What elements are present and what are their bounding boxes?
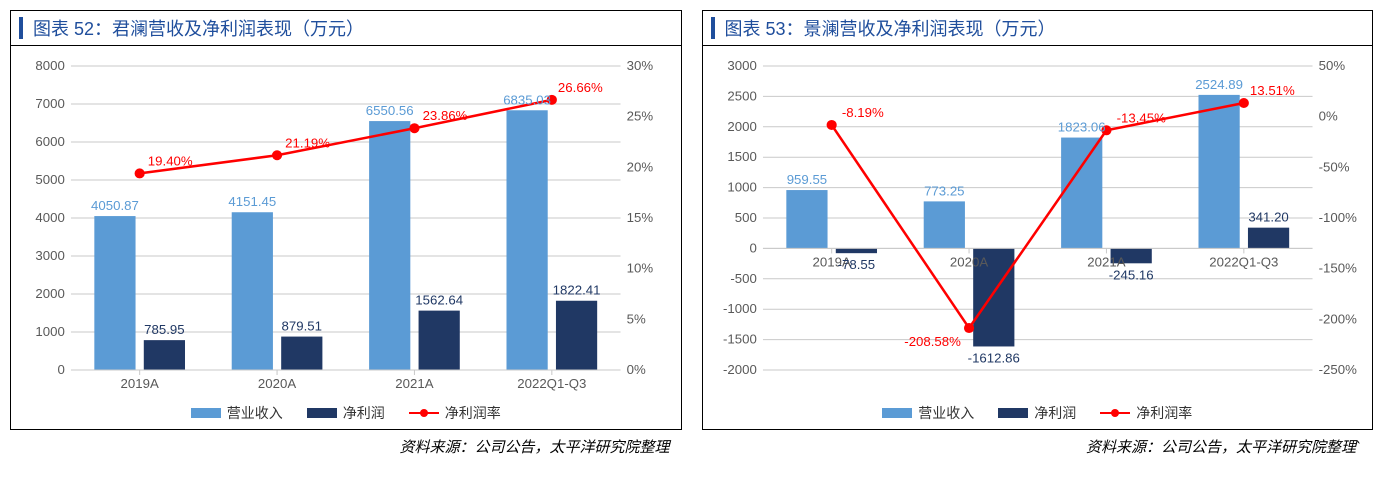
svg-text:959.55: 959.55 (786, 172, 826, 187)
svg-text:26.66%: 26.66% (558, 80, 603, 95)
svg-text:-100%: -100% (1318, 210, 1357, 225)
charts-row: 图表 52：君澜营收及净利润表现（万元） 0 1000 2000 3000 4000 50… (10, 10, 1373, 430)
panel-title-53: 图表 53：景澜营收及净利润表现（万元） (725, 15, 1056, 41)
svg-text:30%: 30% (627, 58, 654, 73)
source-line-left: 资料来源：公司公告，太平洋研究院整理 (10, 434, 682, 457)
svg-text:1562.64: 1562.64 (415, 293, 463, 308)
legend-label-revenue: 营业收入 (918, 403, 974, 423)
svg-text:-13.45%: -13.45% (1116, 110, 1166, 125)
header-accent (711, 17, 715, 39)
plot-area-53: -2000 -1500 -1000 -500 0 500 1000 1500 2000 2500 3… (707, 56, 1369, 401)
svg-text:4050.87: 4050.87 (91, 198, 139, 213)
legend-52: 营业收入 净利润 净利润率 (15, 401, 677, 429)
source-line-right: 资料来源：公司公告，太平洋研究院整理` (702, 434, 1374, 457)
svg-text:0%: 0% (627, 362, 646, 377)
svg-text:15%: 15% (627, 210, 654, 225)
panel-title-52: 图表 52：君澜营收及净利润表现（万元） (33, 15, 364, 41)
panel-header-53: 图表 53：景澜营收及净利润表现（万元） (703, 11, 1373, 46)
plot-area-52: 0 1000 2000 3000 4000 5000 6000 7000 8000 0% 5% 10%… (15, 56, 677, 401)
svg-text:19.40%: 19.40% (148, 154, 193, 169)
legend-swatch-revenue (191, 408, 221, 418)
legend-swatch-profit (998, 408, 1028, 418)
svg-text:2022Q1-Q3: 2022Q1-Q3 (517, 376, 586, 391)
svg-text:2021A: 2021A (395, 376, 433, 391)
legend-line-rate (1100, 408, 1130, 418)
svg-text:-500: -500 (730, 271, 756, 286)
svg-text:1000: 1000 (35, 324, 64, 339)
legend-item-rate: 净利润率 (1100, 403, 1192, 423)
chart-body-52: 0 1000 2000 3000 4000 5000 6000 7000 8000 0% 5% 10%… (11, 46, 681, 429)
svg-text:6550.56: 6550.56 (366, 103, 414, 118)
svg-text:-200%: -200% (1318, 311, 1357, 326)
svg-text:-2000: -2000 (723, 362, 757, 377)
svg-text:-208.58%: -208.58% (904, 334, 961, 349)
svg-text:6000: 6000 (35, 134, 64, 149)
legend-item-rate: 净利润率 (409, 403, 501, 423)
svg-text:10%: 10% (627, 261, 654, 276)
panel-header-52: 图表 52：君澜营收及净利润表现（万元） (11, 11, 681, 46)
svg-text:-8.19%: -8.19% (841, 105, 883, 120)
svg-text:2500: 2500 (727, 89, 756, 104)
chart-panel-53: 图表 53：景澜营收及净利润表现（万元） -2000 -1500 -1000 -500… (702, 10, 1374, 430)
header-accent (19, 17, 23, 39)
legend-item-revenue: 营业收入 (191, 403, 283, 423)
svg-text:-1000: -1000 (723, 301, 757, 316)
svg-text:2022Q1-Q3: 2022Q1-Q3 (1209, 255, 1278, 270)
svg-text:2019A: 2019A (121, 376, 159, 391)
svg-text:8000: 8000 (35, 58, 64, 73)
svg-text:21.19%: 21.19% (285, 135, 330, 150)
svg-text:20%: 20% (627, 159, 654, 174)
svg-text:-150%: -150% (1318, 261, 1357, 276)
legend-label-rate: 净利润率 (1136, 403, 1192, 423)
svg-text:2020A: 2020A (949, 255, 987, 270)
legend-label-profit: 净利润 (343, 403, 385, 423)
legend-item-profit: 净利润 (307, 403, 385, 423)
svg-text:-245.16: -245.16 (1108, 267, 1153, 282)
svg-text:2000: 2000 (727, 119, 756, 134)
svg-text:3000: 3000 (35, 248, 64, 263)
svg-text:2524.89: 2524.89 (1195, 77, 1243, 92)
svg-text:5000: 5000 (35, 172, 64, 187)
svg-text:23.86%: 23.86% (423, 108, 468, 123)
svg-text:13.51%: 13.51% (1249, 83, 1294, 98)
svg-text:0: 0 (749, 241, 756, 256)
svg-text:4151.45: 4151.45 (228, 194, 276, 209)
svg-text:1500: 1500 (727, 149, 756, 164)
svg-text:0: 0 (58, 362, 65, 377)
svg-text:2020A: 2020A (258, 376, 296, 391)
svg-text:-78.55: -78.55 (837, 257, 874, 272)
chart-panel-52: 图表 52：君澜营收及净利润表现（万元） 0 1000 2000 3000 4000 50… (10, 10, 682, 430)
svg-text:5%: 5% (627, 311, 646, 326)
svg-text:2000: 2000 (35, 286, 64, 301)
legend-label-revenue: 营业收入 (227, 403, 283, 423)
svg-text:-250%: -250% (1318, 362, 1357, 377)
svg-text:50%: 50% (1318, 58, 1345, 73)
svg-text:3000: 3000 (727, 58, 756, 73)
legend-label-rate: 净利润率 (445, 403, 501, 423)
legend-item-profit: 净利润 (998, 403, 1076, 423)
svg-text:25%: 25% (627, 109, 654, 124)
svg-text:4000: 4000 (35, 210, 64, 225)
svg-text:-1612.86: -1612.86 (967, 351, 1019, 366)
svg-text:-1500: -1500 (723, 332, 757, 347)
svg-text:773.25: 773.25 (924, 183, 964, 198)
svg-text:7000: 7000 (35, 96, 64, 111)
svg-text:1822.41: 1822.41 (553, 283, 601, 298)
legend-swatch-revenue (882, 408, 912, 418)
svg-text:0%: 0% (1318, 109, 1337, 124)
legend-53: 营业收入 净利润 净利润率 (707, 401, 1369, 429)
svg-text:1000: 1000 (727, 180, 756, 195)
legend-label-profit: 净利润 (1034, 403, 1076, 423)
legend-swatch-profit (307, 408, 337, 418)
svg-text:341.20: 341.20 (1248, 210, 1288, 225)
chart-body-53: -2000 -1500 -1000 -500 0 500 1000 1500 2000 2500 3… (703, 46, 1373, 429)
svg-text:785.95: 785.95 (144, 322, 184, 337)
svg-text:1823.06: 1823.06 (1057, 120, 1105, 135)
svg-text:-50%: -50% (1318, 159, 1349, 174)
svg-text:6835.03: 6835.03 (503, 92, 551, 107)
svg-text:879.51: 879.51 (282, 319, 322, 334)
legend-line-rate (409, 408, 439, 418)
legend-item-revenue: 营业收入 (882, 403, 974, 423)
svg-text:500: 500 (734, 210, 756, 225)
